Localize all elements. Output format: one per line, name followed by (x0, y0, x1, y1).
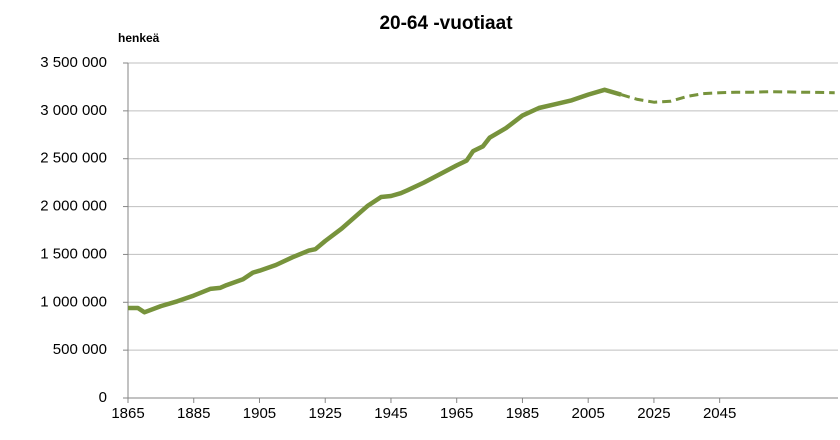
data-line (620, 90, 835, 104)
y-tick-label: 1 000 000 (40, 293, 107, 310)
x-tick-label: 1885 (177, 405, 210, 422)
y-tick-label: 2 000 000 (40, 198, 107, 215)
x-tick-label: 1945 (374, 405, 407, 422)
y-tick-label: 0 (99, 389, 107, 406)
y-tick-label: 2 500 000 (40, 150, 107, 167)
x-tick-label: 2005 (571, 405, 604, 422)
y-tick-label: 500 000 (53, 341, 107, 358)
y-axis-label: henkeä (118, 31, 160, 45)
y-tick-label: 3 000 000 (40, 102, 107, 119)
x-tick-label: 1985 (506, 405, 539, 422)
y-tick-label: 3 500 000 (40, 54, 107, 71)
x-tick-label: 1905 (243, 405, 276, 422)
y-tick-label: 1 500 000 (40, 245, 107, 262)
x-tick-label: 1925 (309, 405, 342, 422)
x-tick-label: 2025 (637, 405, 670, 422)
chart-title: 20-64 -vuotiaat (379, 13, 513, 34)
x-tick-label: 1965 (440, 405, 473, 422)
x-tick-label: 2045 (703, 405, 736, 422)
data-line (128, 87, 622, 315)
x-tick-label: 1865 (111, 405, 144, 422)
